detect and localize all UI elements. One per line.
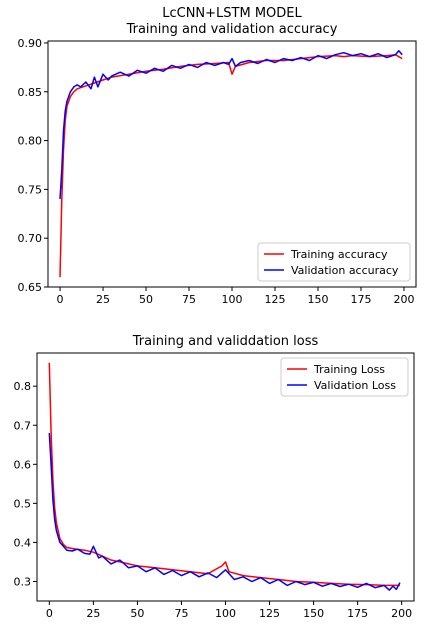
loss-legend-label: Training Loss	[313, 363, 385, 376]
accuracy-legend: Training accuracy Validation accuracy	[257, 242, 411, 282]
loss-y-tick-label: 0.3	[14, 575, 32, 588]
loss-legend-box	[280, 357, 409, 397]
loss-series-line-training	[48, 362, 400, 587]
accuracy-x-tick-label: 175	[350, 293, 371, 306]
accuracy-x-ticks: 0 25 50 75 100 125 150 175 200	[57, 287, 414, 306]
accuracy-legend-label: Validation accuracy	[291, 264, 399, 277]
accuracy-y-tick-label: 0.85	[18, 86, 43, 99]
accuracy-title-line: LcCNN+LSTM MODEL	[162, 6, 302, 21]
accuracy-title-line: Training and validation accuracy	[126, 22, 338, 37]
loss-x-tick-label: 125	[259, 607, 280, 620]
loss-plot-lines	[48, 362, 401, 591]
accuracy-x-tick-label: 0	[57, 293, 64, 306]
loss-chart: Training and validdation loss 0 25 50 75 100…	[14, 334, 415, 620]
loss-x-tick-label: 0	[46, 607, 53, 620]
loss-x-tick-label: 25	[86, 607, 100, 620]
loss-x-ticks: 0 25 50 75 100 125 150 175 200	[46, 601, 412, 620]
accuracy-y-tick-label: 0.80	[18, 135, 43, 148]
accuracy-y-tick-label: 0.70	[18, 232, 43, 245]
loss-y-tick-label: 0.7	[14, 419, 32, 432]
accuracy-x-tick-label: 100	[222, 293, 243, 306]
accuracy-x-tick-label: 25	[96, 293, 110, 306]
accuracy-legend-box	[257, 242, 411, 282]
loss-series-line-validation	[48, 433, 401, 591]
accuracy-legend-label: Training accuracy	[290, 248, 388, 261]
loss-legend: Training Loss Validation Loss	[280, 357, 409, 397]
accuracy-x-tick-label: 125	[264, 293, 285, 306]
accuracy-plot-lines	[59, 50, 403, 278]
accuracy-series-line-training	[59, 53, 403, 278]
loss-y-ticks: 0.3 0.4 0.5 0.6 0.7 0.8	[14, 380, 37, 588]
loss-x-tick-label: 75	[174, 607, 188, 620]
accuracy-x-tick-label: 75	[182, 293, 196, 306]
accuracy-x-tick-label: 200	[393, 293, 414, 306]
accuracy-y-tick-label: 0.65	[18, 281, 43, 294]
loss-x-tick-label: 175	[347, 607, 368, 620]
loss-x-tick-label: 200	[391, 607, 412, 620]
loss-y-tick-label: 0.5	[14, 497, 32, 510]
accuracy-x-tick-label: 50	[139, 293, 153, 306]
loss-y-tick-label: 0.4	[14, 536, 32, 549]
accuracy-y-tick-label: 0.75	[18, 183, 43, 196]
loss-x-tick-label: 150	[303, 607, 324, 620]
loss-x-tick-label: 50	[130, 607, 144, 620]
accuracy-series-line-validation	[59, 50, 403, 200]
loss-title-line: Training and validdation loss	[132, 334, 319, 349]
accuracy-x-tick-label: 150	[307, 293, 328, 306]
loss-y-tick-label: 0.6	[14, 458, 32, 471]
loss-x-tick-label: 100	[215, 607, 236, 620]
loss-chart-title: Training and validdation loss	[132, 334, 319, 349]
accuracy-y-tick-label: 0.90	[18, 37, 43, 50]
loss-y-tick-label: 0.8	[14, 380, 32, 393]
loss-legend-label: Validation Loss	[314, 379, 396, 392]
accuracy-y-ticks: 0.65 0.70 0.75 0.80 0.85 0.90	[18, 37, 48, 294]
